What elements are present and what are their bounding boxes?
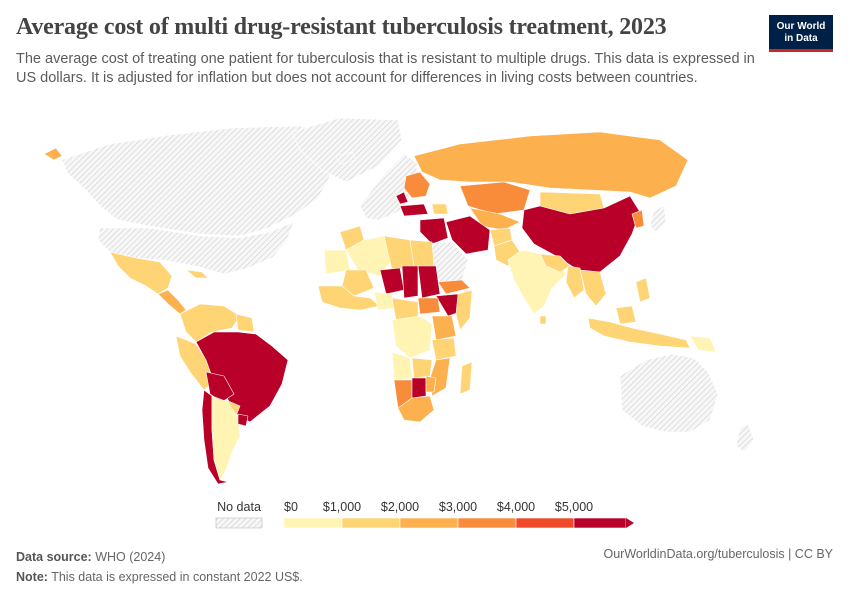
source-label: Data source: — [16, 550, 92, 564]
region-south-sudan[interactable] — [417, 297, 441, 315]
logo-line-2: in Data — [784, 33, 818, 44]
region-nigeria[interactable] — [373, 291, 395, 311]
map-legend: No data $0 $1,000 $2,000 $3,000 $4,000 $5,000 — [0, 498, 850, 534]
region-sudan[interactable] — [417, 265, 441, 299]
legend-bin-swatch — [399, 517, 459, 529]
region-zambia[interactable] — [411, 357, 433, 379]
region-zimbabwe[interactable] — [425, 375, 437, 393]
region-japan[interactable] — [649, 205, 667, 233]
legend-bin-label: $2,000 — [381, 500, 419, 514]
region-china[interactable] — [521, 195, 641, 273]
logo-line-1: Our World — [776, 21, 826, 32]
legend-bin-swatch — [573, 517, 627, 529]
region-turkey[interactable] — [399, 203, 429, 217]
region-alaska[interactable] — [43, 147, 63, 161]
region-iceland[interactable] — [335, 151, 357, 165]
region-iraq-syria[interactable] — [419, 217, 449, 245]
region-cuba[interactable] — [185, 269, 209, 279]
region-sri-lanka[interactable] — [539, 315, 547, 325]
region-bolivia[interactable] — [205, 371, 235, 403]
region-korea[interactable] — [631, 209, 645, 229]
region-chad[interactable] — [401, 265, 419, 299]
legend-bin-swatch — [515, 517, 575, 529]
legend-bin-label: $1,000 — [323, 500, 361, 514]
region-colombia-venezuela[interactable] — [179, 303, 241, 343]
region-canada[interactable] — [61, 125, 356, 237]
region-guianas[interactable] — [235, 313, 255, 333]
region-indonesia[interactable] — [587, 317, 691, 349]
region-mexico[interactable] — [109, 251, 173, 295]
legend-bin-swatch — [341, 517, 401, 529]
region-argentina[interactable] — [211, 395, 241, 481]
note-label: Note: — [16, 570, 48, 584]
region-moldova[interactable] — [395, 191, 409, 205]
region-europe[interactable] — [359, 153, 419, 221]
region-greenland[interactable] — [291, 117, 403, 183]
region-kenya-uganda[interactable] — [431, 315, 457, 341]
legend-bin-label: $3,000 — [439, 500, 477, 514]
legend-no-data-swatch — [215, 517, 263, 529]
chart-subtitle: The average cost of treating one patient… — [16, 51, 755, 86]
region-botswana[interactable] — [411, 377, 427, 399]
world-map[interactable] — [0, 110, 850, 500]
region-madagascar[interactable] — [459, 361, 473, 395]
region-papua-new-guinea[interactable] — [689, 335, 717, 353]
legend-bin-swatch — [283, 517, 343, 529]
region-mali[interactable] — [341, 269, 375, 297]
region-caucasus[interactable] — [431, 203, 449, 215]
region-australia[interactable] — [619, 353, 719, 433]
region-iran[interactable] — [445, 215, 491, 255]
legend-bin-label: $5,000 — [555, 500, 593, 514]
legend-open-end-arrow — [626, 518, 634, 528]
region-philippines[interactable] — [635, 277, 651, 303]
region-nepal-bangladesh[interactable] — [539, 253, 571, 273]
region-south-africa[interactable] — [397, 395, 435, 423]
legend-bin-label: $4,000 — [497, 500, 535, 514]
region-russia[interactable] — [413, 131, 689, 199]
region-central-america[interactable] — [157, 289, 187, 315]
region-se-asia[interactable] — [579, 269, 607, 307]
region-tanzania[interactable] — [431, 337, 457, 361]
region-ukraine-belarus[interactable] — [403, 171, 431, 199]
region-myanmar[interactable] — [565, 265, 585, 299]
source-link[interactable]: WHO (2024) — [95, 550, 166, 564]
region-new-zealand[interactable] — [735, 423, 755, 453]
legend-no-data-label: No data — [217, 500, 261, 514]
region-borneo[interactable] — [615, 305, 637, 325]
legend-bin-swatch — [457, 517, 517, 529]
region-yemen[interactable] — [437, 279, 471, 295]
footer-url[interactable]: OurWorldinData.org/tuberculosis | CC BY — [603, 547, 834, 561]
chart-title: Average cost of multi drug-resistant tub… — [16, 14, 667, 40]
region-niger[interactable] — [379, 267, 405, 295]
region-drc[interactable] — [391, 315, 433, 359]
region-egypt[interactable] — [409, 239, 435, 267]
region-uruguay[interactable] — [237, 413, 249, 427]
note-text: This data is expressed in constant 2022 … — [51, 570, 303, 584]
owid-logo[interactable]: Our World in Data — [769, 15, 833, 52]
footer-notes: Data source: WHO (2024) Note: This data … — [16, 547, 303, 587]
region-somalia[interactable] — [455, 289, 473, 331]
legend-bin-label: $0 — [284, 500, 298, 514]
